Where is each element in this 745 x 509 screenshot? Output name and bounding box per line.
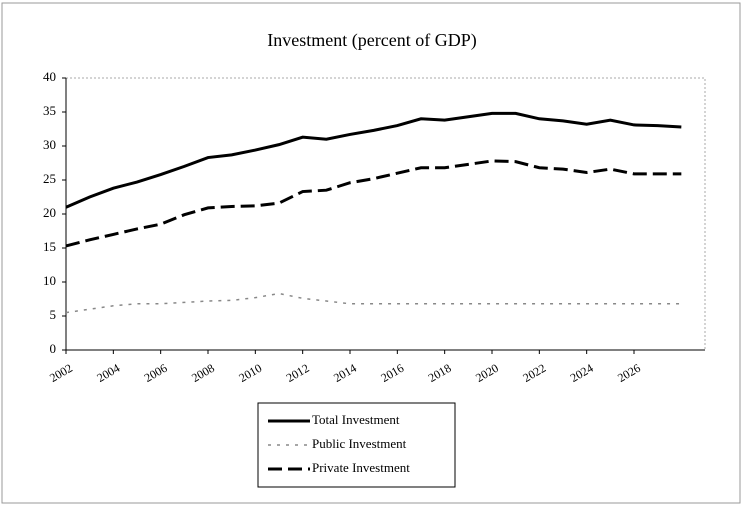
chart-title: Investment (percent of GDP) [267,30,476,51]
y-tick-label: 15 [43,239,56,254]
y-tick-label: 0 [50,341,57,356]
y-tick-label: 5 [50,307,57,322]
legend-label: Public Investment [312,436,407,451]
x-tick-label: 2012 [284,361,312,385]
series-line [65,292,682,314]
y-tick-label: 30 [43,137,56,152]
y-tick-label: 25 [43,171,56,186]
y-tick-label: 35 [43,103,56,118]
y-tick-label: 40 [43,69,56,84]
x-tick-label: 2026 [615,361,643,385]
legend-label: Private Investment [312,460,410,475]
x-tick-label: 2004 [94,361,122,385]
legend-label: Total Investment [312,412,400,427]
x-tick-label: 2014 [331,361,359,385]
frame [1,2,741,504]
x-tick-label: 2006 [142,361,170,385]
x-tick-label: 2008 [189,361,217,385]
x-tick-label: 2002 [47,361,75,385]
legend-box [257,402,456,488]
x-tick-label: 2024 [568,361,596,385]
x-tick-label: 2018 [426,361,454,385]
x-tick-label: 2010 [236,361,264,385]
x-tick-label: 2016 [378,361,406,385]
y-tick-label: 10 [43,273,56,288]
x-tick-label: 2020 [473,361,501,385]
series-line [65,111,682,209]
y-tick-label: 20 [43,205,56,220]
plot-area [65,77,706,351]
series-line [65,159,682,248]
x-tick-label: 2022 [520,361,548,385]
